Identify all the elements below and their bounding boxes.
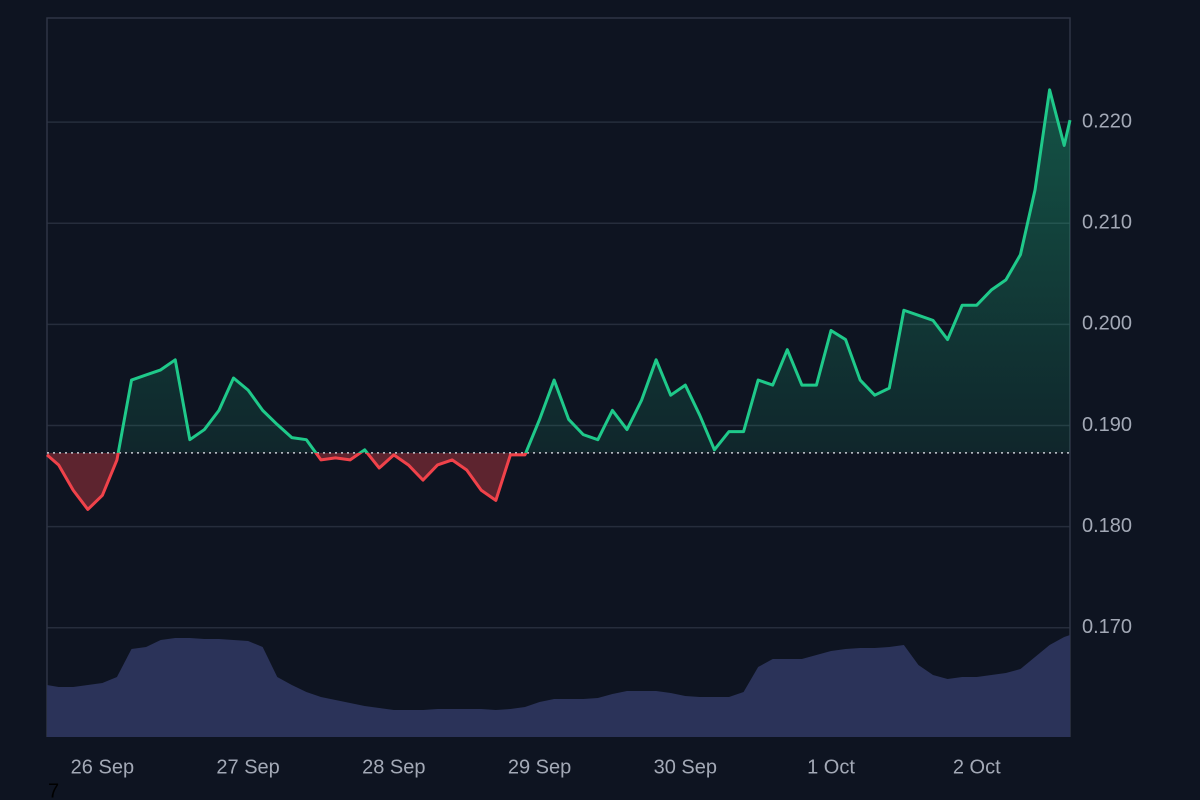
x-tick-label: 1 Oct: [807, 756, 855, 778]
y-tick-label: 0.210: [1082, 212, 1132, 234]
area-down: [47, 452, 526, 510]
x-tick-label: 2 Oct: [953, 756, 1001, 778]
area-up: [47, 89, 1070, 453]
x-tick-label: 26 Sep: [71, 756, 134, 778]
line-up: [116, 88, 1072, 453]
y-tick-label: 0.190: [1082, 414, 1132, 436]
x-tick-label: 28 Sep: [362, 756, 425, 778]
y-tick-label: 0.170: [1082, 616, 1132, 638]
y-tick-label: 0.180: [1082, 515, 1132, 537]
volume-area: [47, 635, 1070, 737]
x-tick-label: 29 Sep: [508, 756, 571, 778]
x-tick-label: 27 Sep: [216, 756, 279, 778]
y-tick-label: 0.220: [1082, 110, 1132, 132]
corner-label: 7: [48, 780, 59, 800]
x-tick-label: 30 Sep: [654, 756, 717, 778]
y-tick-label: 0.200: [1082, 313, 1132, 335]
